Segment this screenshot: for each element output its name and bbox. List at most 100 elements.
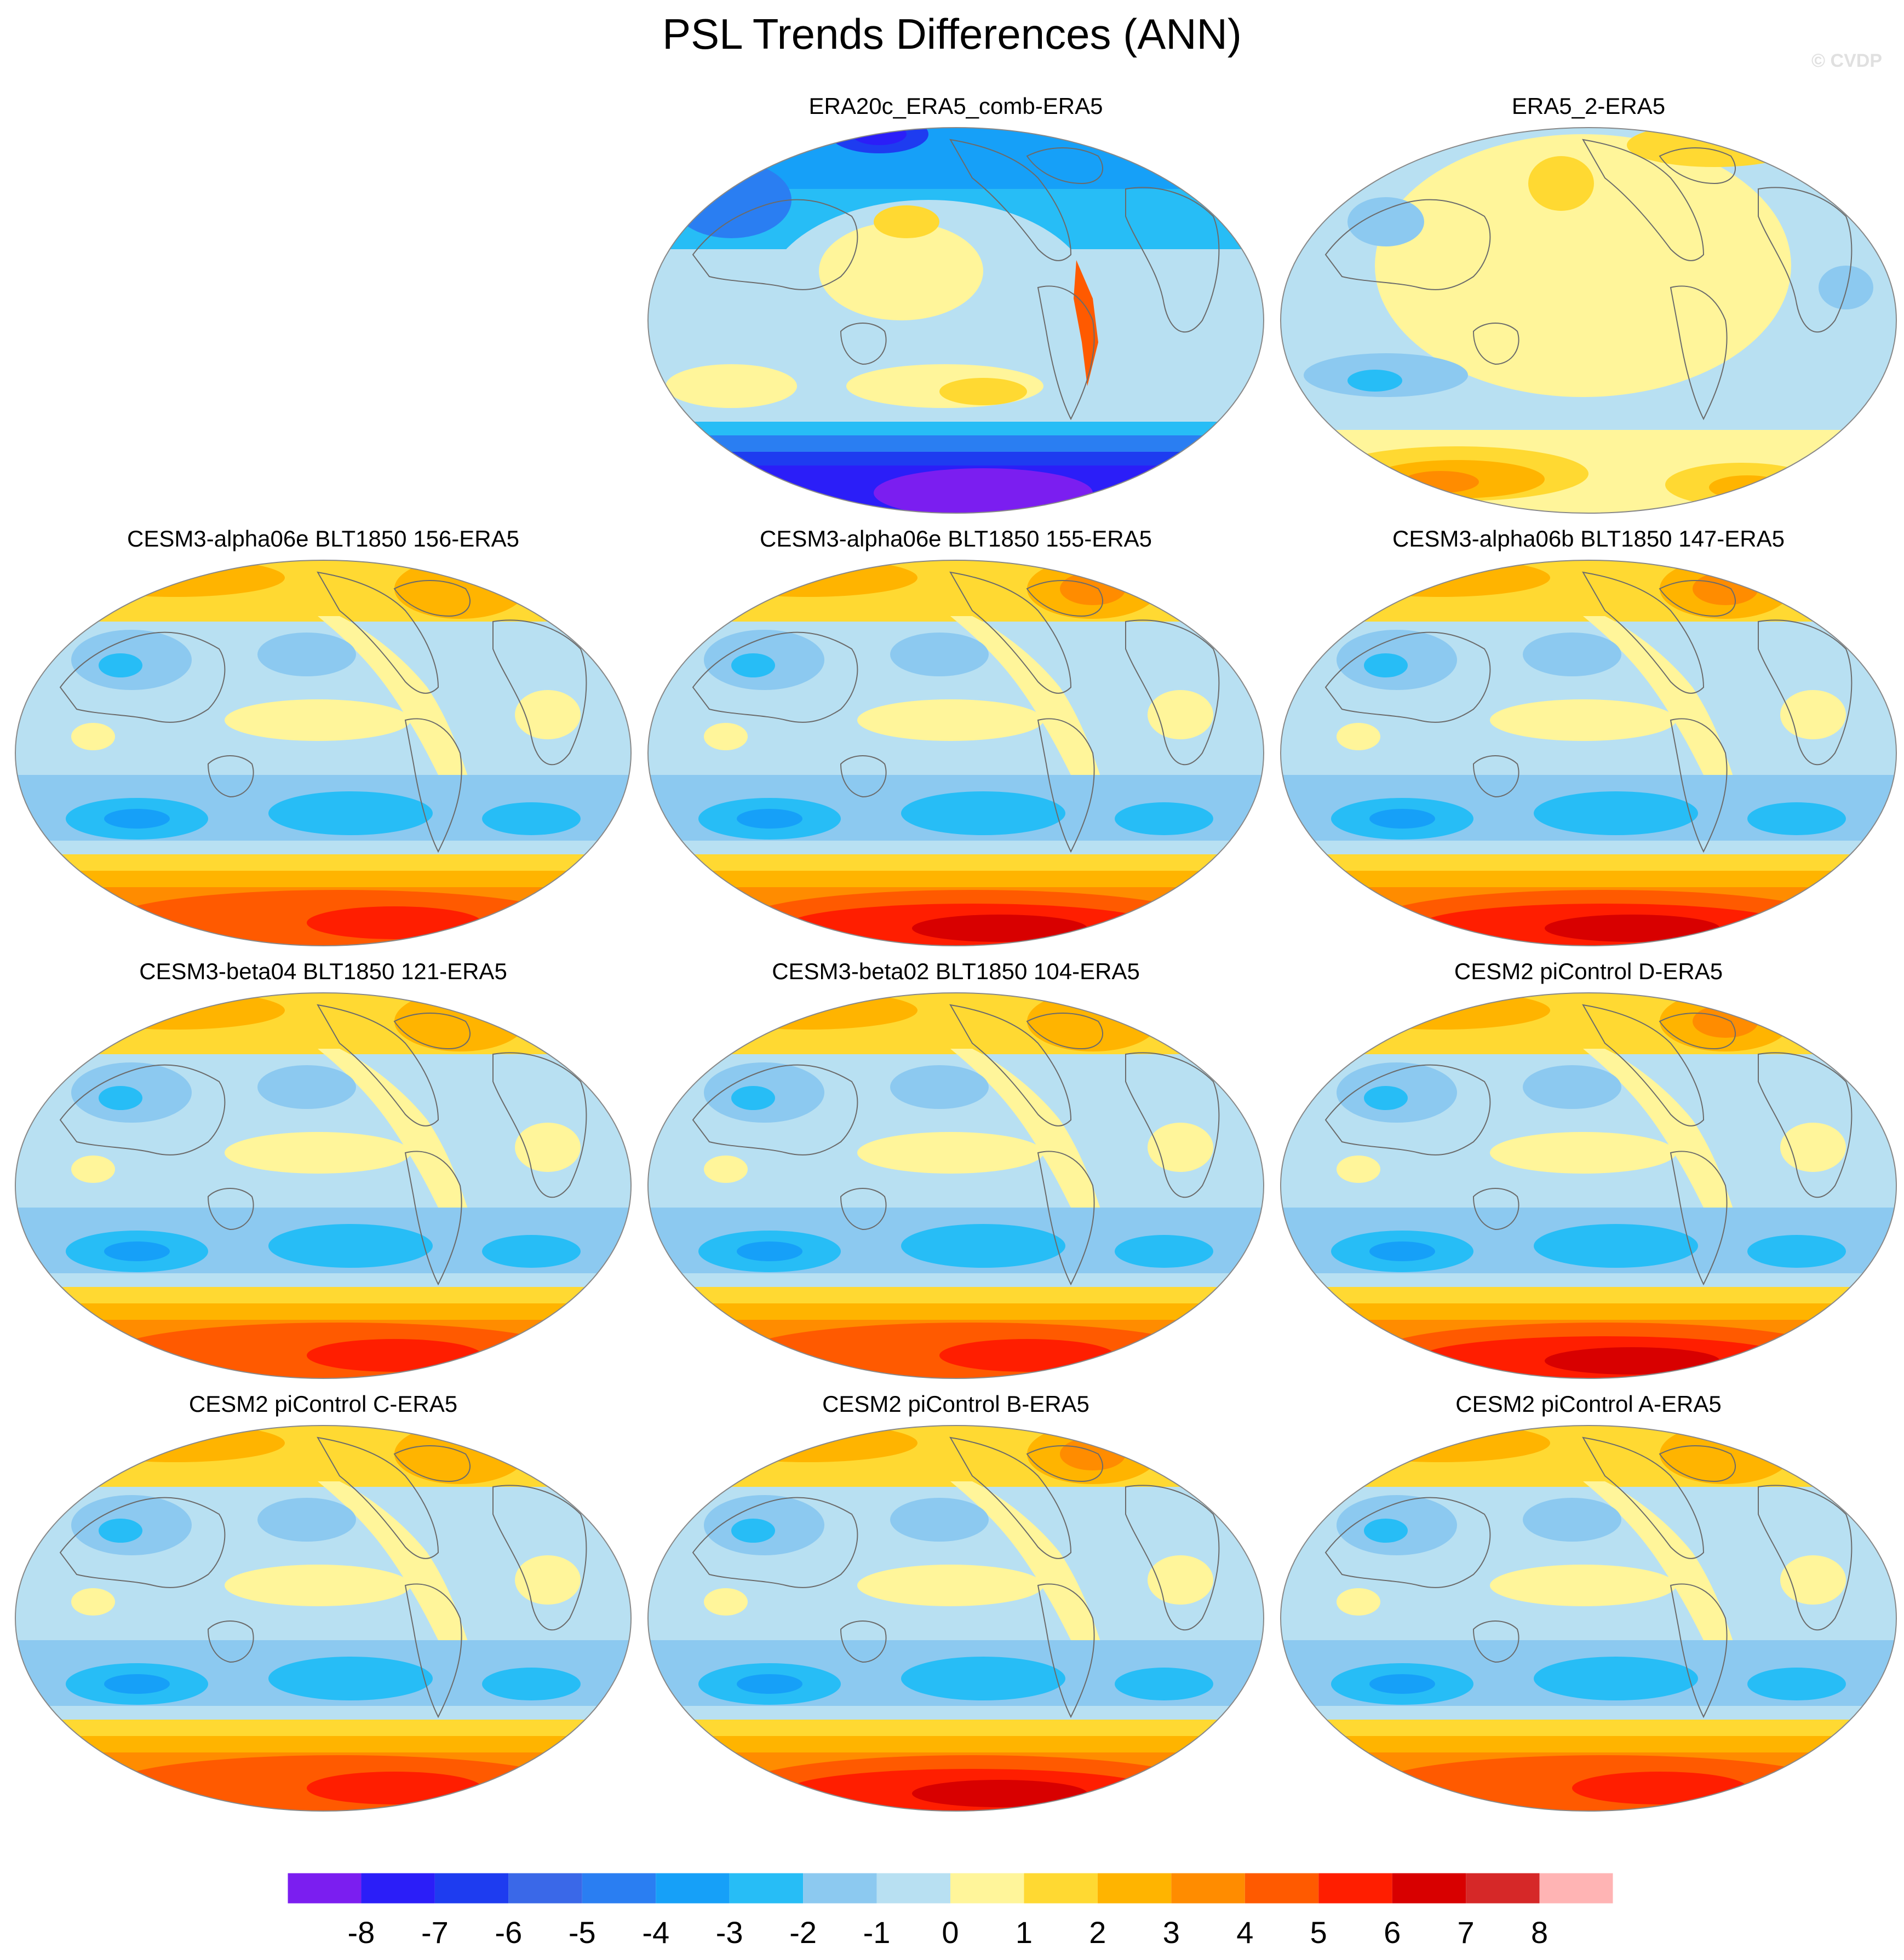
coastline bbox=[1659, 1445, 1736, 1482]
map-panel: CESM3-alpha06b BLT1850 147-ERA5 bbox=[1276, 523, 1901, 950]
colorbar-swatch bbox=[1318, 1873, 1392, 1904]
contour-fill bbox=[1337, 723, 1380, 750]
map-svg bbox=[15, 560, 632, 946]
contour-fill bbox=[1490, 699, 1676, 741]
panel-title: CESM3-alpha06b BLT1850 147-ERA5 bbox=[1392, 526, 1785, 551]
contour-fill bbox=[1523, 1065, 1621, 1109]
contour-fill bbox=[731, 1519, 775, 1543]
map-border bbox=[1280, 1425, 1897, 1812]
contour-fill bbox=[901, 1657, 1065, 1700]
contour-fill bbox=[71, 723, 115, 750]
coastline bbox=[317, 1436, 439, 1559]
contour-fill bbox=[1115, 1668, 1213, 1700]
coastline bbox=[949, 139, 1072, 261]
coastline bbox=[404, 718, 462, 853]
panel-title: CESM2 piControl C-ERA5 bbox=[188, 1391, 458, 1417]
contour-fill bbox=[1660, 1426, 1791, 1484]
coastline bbox=[1026, 1445, 1104, 1482]
map-svg bbox=[15, 992, 632, 1379]
map-panel: CESM3-alpha06e BLT1850 156-ERA5 bbox=[11, 523, 635, 950]
coastline bbox=[692, 1064, 858, 1156]
colorbar-tick-label: -2 bbox=[789, 1915, 817, 1950]
coastline bbox=[492, 1485, 587, 1631]
contour-fill bbox=[1281, 560, 1896, 622]
coastline bbox=[317, 1004, 439, 1126]
colorbar-tick-label: 6 bbox=[1384, 1915, 1401, 1950]
panel-title: CESM3-beta04 BLT1850 121-ERA5 bbox=[139, 958, 507, 984]
map-svg bbox=[1280, 560, 1897, 946]
contour-fill bbox=[1534, 791, 1698, 835]
panel-title: CESM2 piControl B-ERA5 bbox=[822, 1391, 1089, 1417]
coastline bbox=[404, 1151, 462, 1286]
colorbar-swatch bbox=[508, 1873, 582, 1904]
coastline bbox=[840, 1188, 887, 1231]
contour-fill bbox=[225, 1565, 411, 1606]
map-panel: CESM2 piControl A-ERA5 bbox=[1276, 1388, 1901, 1815]
coastline bbox=[1670, 718, 1728, 853]
contour-fill bbox=[857, 1565, 1043, 1606]
coastline bbox=[1026, 580, 1104, 617]
colorbar-swatch bbox=[876, 1873, 950, 1904]
coastline bbox=[1582, 571, 1705, 694]
contour-fill bbox=[318, 616, 471, 786]
map-border bbox=[647, 127, 1264, 514]
contour-fill bbox=[257, 633, 356, 676]
contour-fill bbox=[857, 699, 1043, 741]
contour-fill bbox=[1281, 1426, 1896, 1487]
coastline bbox=[840, 1620, 887, 1663]
contour-fill bbox=[1545, 1347, 1720, 1375]
coastline bbox=[1472, 1188, 1519, 1231]
coastline bbox=[949, 571, 1072, 694]
coastline bbox=[1758, 187, 1853, 333]
contour-fill bbox=[66, 993, 285, 1030]
coastline bbox=[840, 755, 887, 798]
coastline bbox=[1037, 1583, 1095, 1718]
colorbar-swatch bbox=[1097, 1873, 1172, 1904]
contour-fill bbox=[731, 1086, 775, 1110]
contour-fill bbox=[950, 616, 1104, 786]
map-svg bbox=[1280, 1425, 1897, 1812]
contour-fill bbox=[307, 1772, 482, 1804]
colorbar-swatch bbox=[1171, 1873, 1245, 1904]
panel-title: CESM2 piControl A-ERA5 bbox=[1455, 1391, 1722, 1417]
coastline bbox=[1125, 619, 1220, 766]
contour-fill bbox=[1347, 197, 1424, 246]
contour-fill bbox=[1747, 1235, 1846, 1268]
map-border bbox=[15, 992, 632, 1379]
map-svg bbox=[15, 1425, 632, 1812]
coastline bbox=[692, 631, 858, 723]
contour-fill bbox=[1331, 1426, 1550, 1462]
coastline bbox=[1758, 1052, 1853, 1198]
map-border bbox=[647, 560, 1264, 946]
contour-fill bbox=[698, 993, 917, 1030]
coastline bbox=[1324, 631, 1491, 723]
coastline bbox=[1324, 1064, 1491, 1156]
contour-fill bbox=[1115, 1235, 1213, 1268]
contour-fill bbox=[648, 1426, 1264, 1487]
contour-fill bbox=[307, 1339, 482, 1372]
contour-fill bbox=[15, 560, 631, 622]
coastline bbox=[1125, 1052, 1220, 1198]
contour-fill bbox=[1369, 1241, 1435, 1261]
colorbar-tick-label: 1 bbox=[1016, 1915, 1033, 1950]
contour-fill bbox=[394, 1426, 526, 1484]
contour-fill bbox=[99, 1519, 142, 1543]
contour-fill bbox=[268, 1224, 433, 1268]
contour-fill bbox=[857, 1132, 1043, 1174]
colorbar-tick-label: 3 bbox=[1163, 1915, 1180, 1950]
contour-fill bbox=[268, 1657, 433, 1700]
contour-fill bbox=[1490, 1565, 1676, 1606]
contour-fill bbox=[1375, 134, 1791, 397]
watermark: © CVDP bbox=[1811, 50, 1882, 71]
contour-fill bbox=[912, 1780, 1087, 1807]
map-panel: CESM3-beta04 BLT1850 121-ERA5 bbox=[11, 956, 635, 1383]
contour-fill bbox=[1534, 1224, 1698, 1268]
coastline bbox=[1125, 1485, 1220, 1631]
coastline bbox=[1670, 285, 1728, 421]
contour-fill bbox=[1583, 1481, 1736, 1651]
contour-fill bbox=[890, 633, 989, 676]
contour-fill bbox=[698, 1426, 917, 1462]
contour-fill bbox=[515, 1555, 581, 1605]
contour-fill bbox=[307, 906, 482, 939]
contour-fill bbox=[268, 791, 433, 835]
